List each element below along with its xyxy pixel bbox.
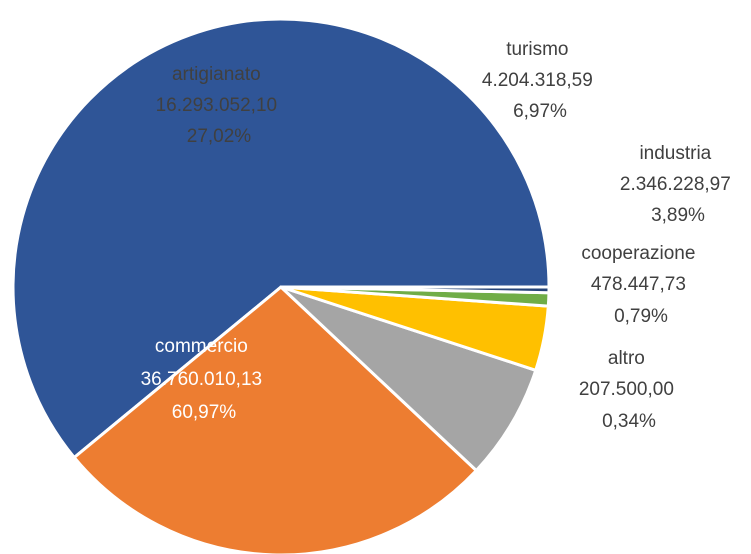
label-turismo-name: turismo (506, 39, 568, 60)
label-altro-value: 207.500,00 (579, 379, 674, 400)
label-artigianato-value: 16.293.052,10 (156, 95, 278, 116)
label-cooperazione: cooperazione 478.447,73 0,79% (581, 243, 700, 327)
pie-slices (11, 17, 551, 554)
label-altro-percent: 0,34% (602, 411, 656, 432)
label-commercio-value: 36.760.010,13 (141, 369, 263, 390)
slice-turismo (279, 285, 538, 472)
slice-artigianato (72, 285, 478, 554)
label-commercio-percent: 60,97% (172, 402, 237, 423)
label-industria-value: 2.346.228,97 (620, 174, 731, 195)
slice-commercio (11, 17, 551, 459)
label-altro: altro 207.500,00 0,34% (579, 348, 679, 432)
slice-altro (279, 285, 551, 295)
label-artigianato-percent: 27,02% (187, 126, 252, 147)
label-commercio-name: commercio (155, 336, 248, 357)
label-artigianato: artigianato 16.293.052,10 27,02% (156, 64, 283, 147)
label-artigianato-name: artigianato (172, 64, 261, 85)
label-turismo-percent: 6,97% (513, 101, 567, 122)
label-altro-name: altro (608, 348, 645, 369)
label-cooperazione-name: cooperazione (581, 243, 695, 264)
label-cooperazione-value: 478.447,73 (591, 274, 686, 295)
label-turismo: turismo 4.204.318,59 6,97% (482, 39, 598, 122)
label-turismo-value: 4.204.318,59 (482, 70, 593, 91)
label-industria-percent: 3,89% (651, 205, 705, 226)
label-cooperazione-percent: 0,79% (614, 306, 668, 327)
label-industria: industria 2.346.228,97 3,89% (620, 143, 736, 226)
label-industria-name: industria (639, 143, 711, 164)
pie-labels: commercio 36.760.010,13 60,97% artigiana… (141, 39, 736, 432)
label-commercio: commercio 36.760.010,13 60,97% (141, 336, 268, 423)
